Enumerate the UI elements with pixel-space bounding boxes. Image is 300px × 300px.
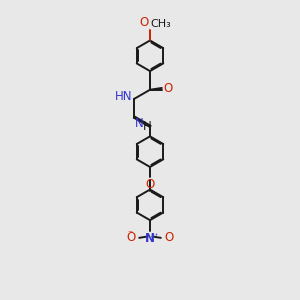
Text: N: N xyxy=(135,117,144,130)
Text: O: O xyxy=(163,82,172,95)
Text: O: O xyxy=(139,16,148,29)
Text: HN: HN xyxy=(115,90,132,103)
Text: O: O xyxy=(126,231,136,244)
Text: CH₃: CH₃ xyxy=(151,19,172,29)
Text: H: H xyxy=(143,120,152,133)
Text: O: O xyxy=(146,178,154,191)
Text: N: N xyxy=(145,232,155,245)
Text: ⁺: ⁺ xyxy=(154,232,158,241)
Text: O: O xyxy=(164,231,174,244)
Text: ⁻: ⁻ xyxy=(128,229,133,239)
